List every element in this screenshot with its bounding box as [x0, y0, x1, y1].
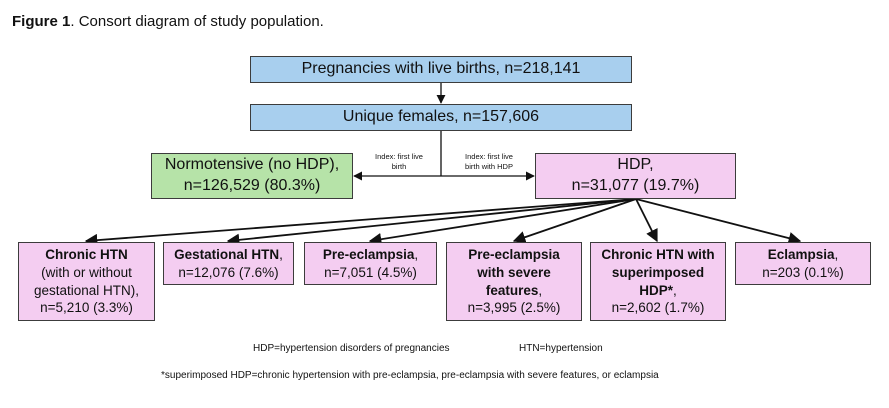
preeclampsia-name: Pre-eclampsia — [322, 246, 415, 262]
preeclampsia-count: n=7,051 (4.5%) — [324, 264, 417, 280]
gestational-htn-box: Gestational HTN, n=12,076 (7.6%) — [163, 242, 294, 285]
superimposed-box: Chronic HTN with superimposed HDP*, n=2,… — [590, 242, 726, 321]
superimposed-name2: superimposed — [611, 264, 705, 280]
normotensive-box: Normotensive (no HDP), n=126,529 (80.3%) — [151, 153, 353, 199]
footnote-superimposed: *superimposed HDP=chronic hypertension w… — [161, 370, 659, 381]
edge-label-first-live-birth-hdp: Index: first live birth with HDP — [449, 152, 529, 172]
pregnancies-box: Pregnancies with live births, n=218,141 — [250, 56, 632, 83]
superimposed-comma: , — [673, 282, 677, 298]
unique-females-label: Unique females, n=157,606 — [342, 108, 540, 126]
preeclampsia-severe-name1: Pre-eclampsia — [468, 246, 560, 262]
preeclampsia-severe-comma: , — [538, 282, 543, 298]
hdp-line2: n=31,077 (19.7%) — [571, 177, 700, 194]
gestational-htn-name: Gestational HTN — [174, 246, 280, 262]
figure-label: Figure 1 — [12, 13, 71, 30]
figure-caption: . Consort diagram of study population. — [70, 13, 324, 30]
edge-label-first-live-birth: Index: first live birth — [364, 152, 434, 172]
figure-title: Figure 1. Consort diagram of study popul… — [12, 13, 324, 30]
arrow-hdp-to-eclampsia — [635, 198, 802, 245]
arrow-hdp-to-superimposed — [635, 198, 658, 243]
chronic-htn-sub1: (with or without — [41, 264, 132, 280]
eclampsia-comma: , — [834, 246, 839, 262]
footnote-hdp: HDP=hypertension disorders of pregnancie… — [253, 343, 450, 354]
preeclampsia-comma: , — [414, 246, 419, 262]
hdp-line1: HDP, — [617, 156, 654, 174]
chronic-htn-box: Chronic HTN (with or without gestational… — [18, 242, 155, 321]
eclampsia-count: n=203 (0.1%) — [762, 264, 844, 280]
preeclampsia-severe-count: n=3,995 (2.5%) — [467, 300, 561, 316]
footnote-htn: HTN=hypertension — [519, 343, 603, 354]
arrow-hdp-to-preeclampsia — [368, 198, 637, 246]
arrow-hdp-to-severe — [512, 198, 637, 244]
edge-label-right-line1: Index: first live — [465, 152, 513, 161]
edge-label-right-line2: birth with HDP — [465, 162, 513, 172]
unique-females-box: Unique females, n=157,606 — [250, 104, 632, 131]
edge-label-left-line1: Index: first live — [375, 152, 423, 161]
hdp-box: HDP, n=31,077 (19.7%) — [535, 153, 736, 199]
preeclampsia-severe-name2: with severe — [477, 264, 551, 280]
eclampsia-name: Eclampsia — [767, 246, 835, 262]
normotensive-line2: n=126,529 (80.3%) — [183, 177, 321, 194]
superimposed-name1: Chronic HTN with — [601, 246, 715, 262]
arrow-hdp-to-gestational — [226, 198, 637, 247]
chronic-htn-name: Chronic HTN — [45, 246, 128, 262]
chronic-htn-sub2: gestational HTN), — [33, 282, 140, 298]
preeclampsia-severe-name3: features — [485, 282, 539, 298]
chronic-htn-count: n=5,210 (3.3%) — [40, 300, 133, 316]
edge-label-left-line2: birth — [391, 162, 407, 172]
gestational-htn-count: n=12,076 (7.6%) — [178, 264, 279, 280]
gestational-htn-comma: , — [279, 246, 283, 262]
preeclampsia-box: Pre-eclampsia, n=7,051 (4.5%) — [304, 242, 437, 285]
preeclampsia-severe-box: Pre-eclampsia with severe features, n=3,… — [446, 242, 582, 321]
arrow-hdp-to-chronic-htn — [84, 198, 637, 247]
superimposed-count: n=2,602 (1.7%) — [611, 300, 705, 316]
superimposed-name3: HDP* — [639, 282, 673, 298]
pregnancies-label: Pregnancies with live births, n=218,141 — [301, 60, 581, 78]
normotensive-line1: Normotensive (no HDP), — [164, 156, 340, 174]
eclampsia-box: Eclampsia, n=203 (0.1%) — [735, 242, 871, 285]
